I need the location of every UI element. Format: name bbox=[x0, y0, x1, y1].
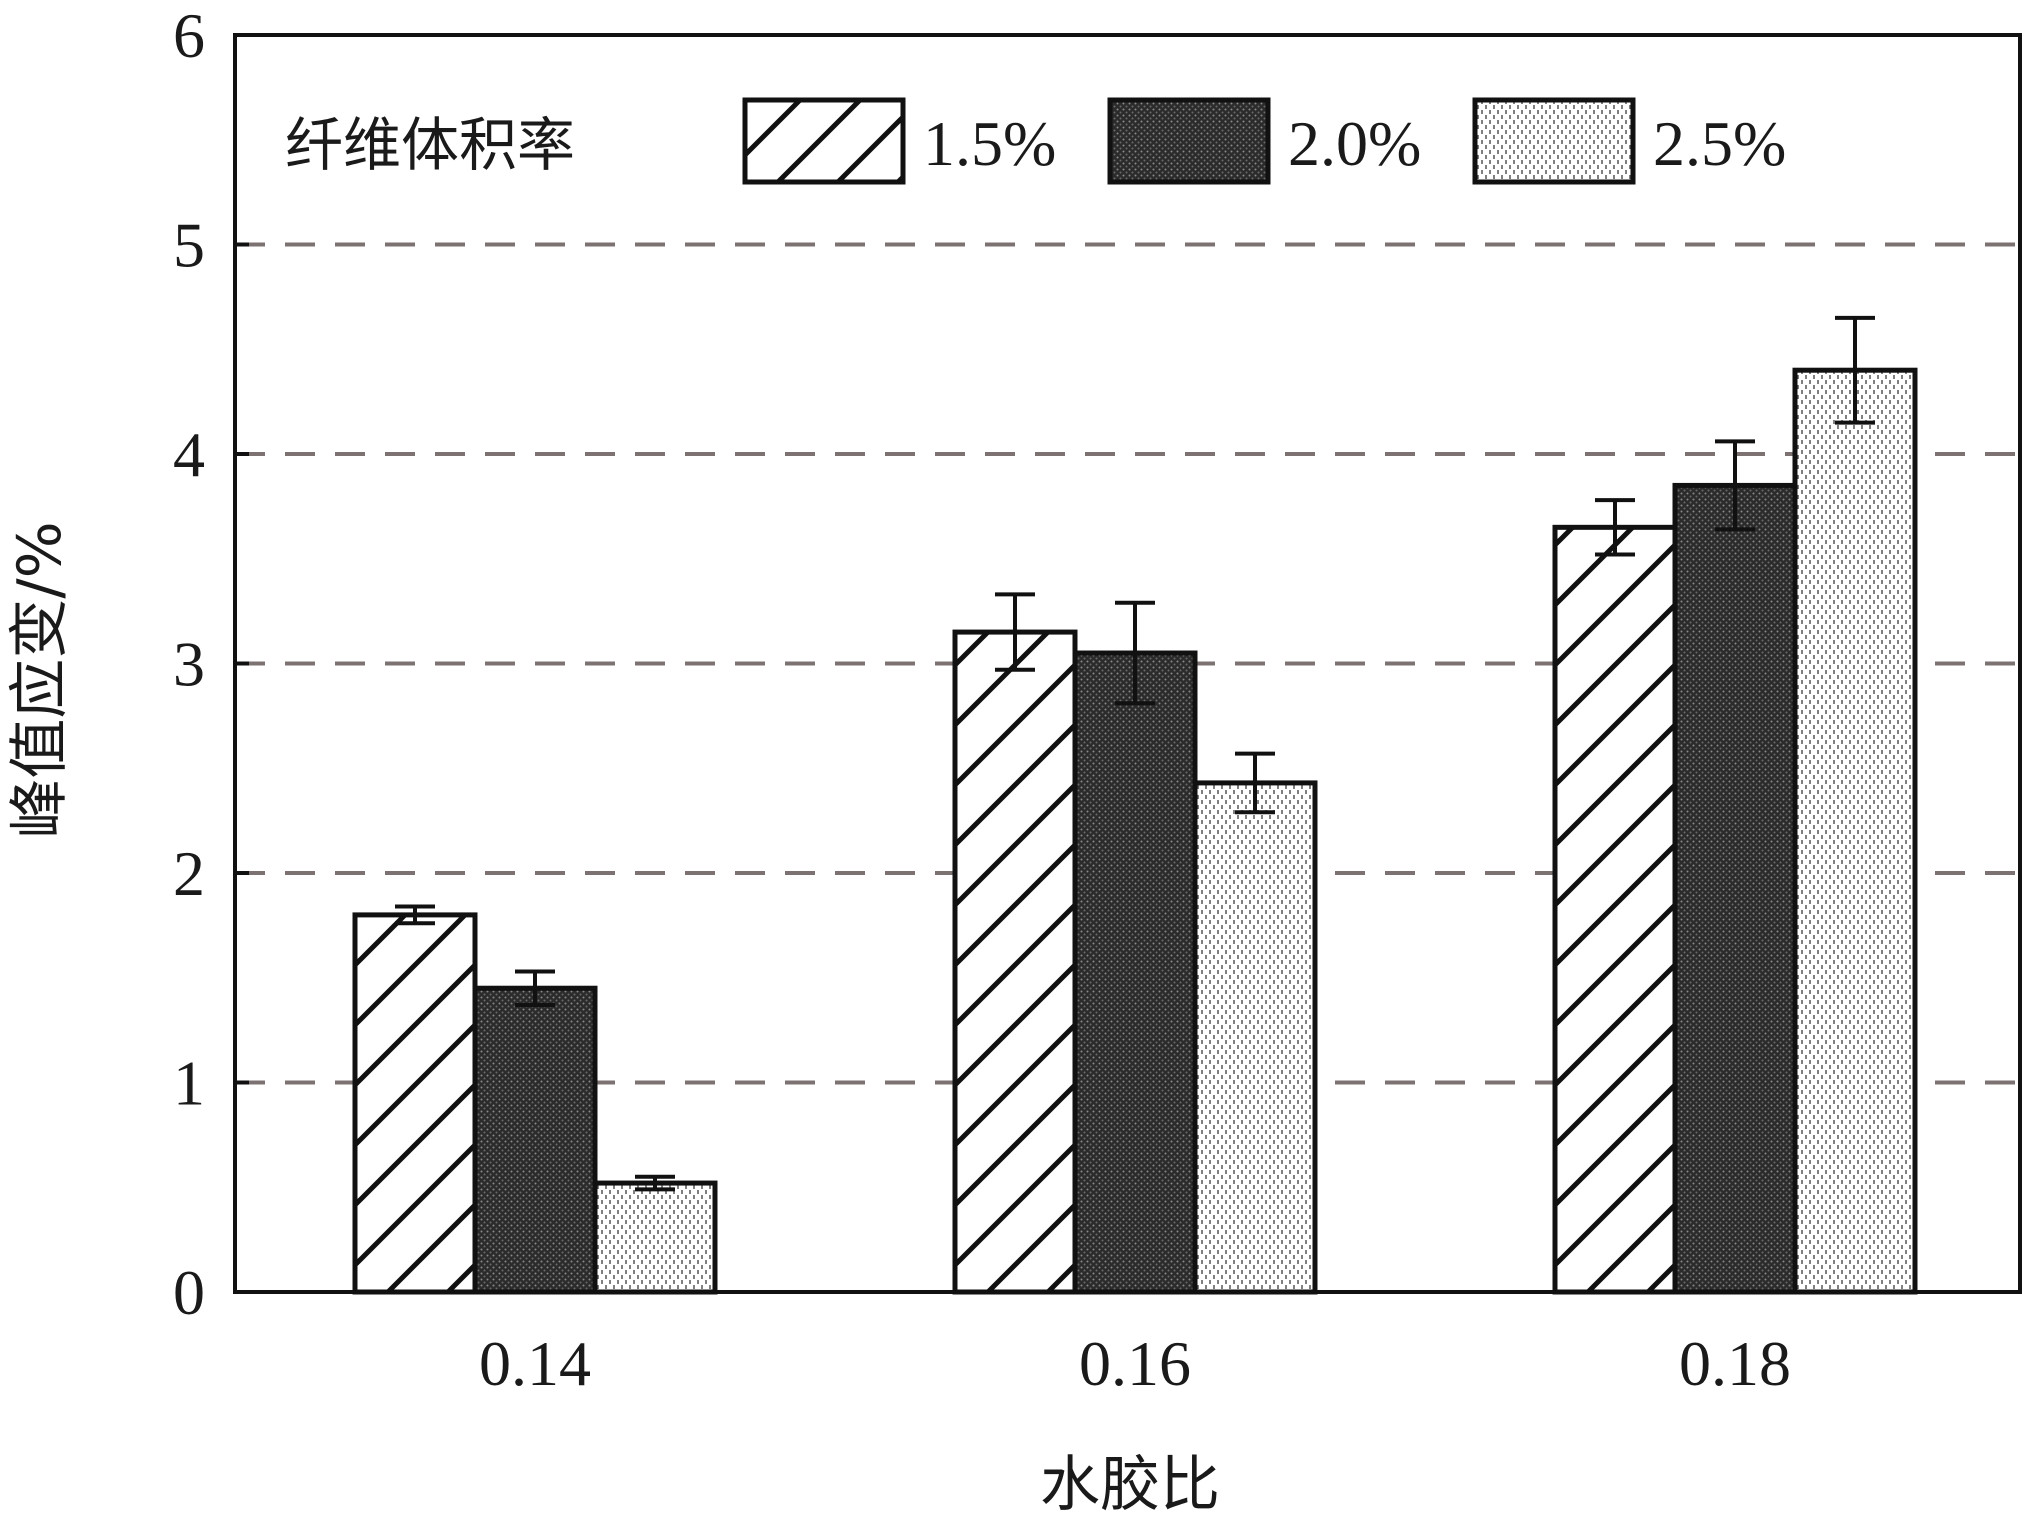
bar bbox=[952, 629, 1078, 1295]
x-axis-title: 水胶比 bbox=[1040, 1450, 1220, 1519]
bar bbox=[1552, 524, 1678, 1295]
x-tick-label: 0.16 bbox=[1079, 1328, 1191, 1399]
legend: 纤维体积率 1.5% 2.0% 2.5% bbox=[285, 97, 1786, 185]
bar bbox=[352, 912, 478, 1295]
legend-label: 2.0% bbox=[1288, 108, 1421, 179]
error-bars bbox=[395, 315, 1875, 1192]
bar bbox=[1792, 367, 1918, 1295]
bar bbox=[1072, 650, 1198, 1295]
bar bbox=[1192, 780, 1318, 1295]
y-tick-label: 3 bbox=[173, 629, 205, 700]
legend-title: 纤维体积率 bbox=[285, 111, 575, 179]
axis-ticks: 0 1 2 3 4 5 6 0.14 0.16 0.18 bbox=[173, 0, 1791, 1399]
bar bbox=[592, 1180, 718, 1295]
y-tick-label: 4 bbox=[173, 419, 205, 490]
x-tick-label: 0.18 bbox=[1679, 1328, 1791, 1399]
bar bbox=[1672, 482, 1798, 1295]
legend-swatch bbox=[1107, 97, 1271, 185]
bars bbox=[352, 367, 1918, 1295]
legend-label: 2.5% bbox=[1653, 108, 1786, 179]
y-tick-label: 5 bbox=[173, 210, 205, 281]
y-tick-label: 0 bbox=[173, 1257, 205, 1328]
legend-swatch bbox=[742, 97, 906, 185]
legend-swatch bbox=[1472, 97, 1636, 185]
y-axis-title: 峰值应变/% bbox=[5, 521, 75, 838]
legend-label: 1.5% bbox=[923, 108, 1056, 179]
y-tick-label: 1 bbox=[173, 1048, 205, 1119]
y-tick-label: 6 bbox=[173, 0, 205, 71]
bar bbox=[472, 985, 598, 1295]
y-tick-label: 2 bbox=[173, 838, 205, 909]
x-tick-label: 0.14 bbox=[479, 1328, 591, 1399]
